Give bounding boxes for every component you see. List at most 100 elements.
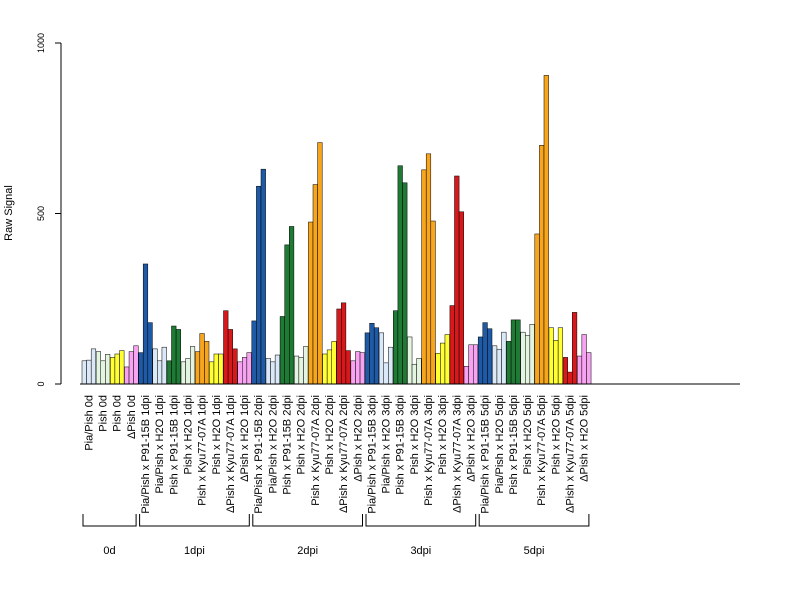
bar [322, 353, 328, 385]
bar [90, 348, 97, 385]
bar [194, 351, 201, 385]
x-tick-label: Pish x P91-15B 5dpi [508, 395, 520, 495]
bar [161, 346, 167, 385]
bar [421, 169, 427, 385]
bar [510, 319, 516, 385]
bar [567, 371, 573, 385]
bar [251, 320, 257, 385]
bar [265, 358, 271, 385]
x-tick-label: ΔPish x H2O 5dpi [579, 395, 591, 482]
bars [81, 75, 592, 385]
bar [331, 341, 337, 385]
bar [411, 363, 417, 385]
bar [383, 362, 389, 385]
bar [157, 360, 163, 385]
bar [529, 324, 535, 385]
x-tick-label: Pia/Pish x H2O 1dpi [154, 395, 166, 493]
x-tick-label: Pia/Pish x P91-15B 5dpi [480, 395, 492, 514]
bar [577, 355, 583, 385]
bar [449, 305, 455, 385]
x-tick-label: Pish 0d [112, 395, 124, 432]
bar [487, 328, 493, 385]
group-label: 2dpi [297, 545, 318, 557]
bar [444, 334, 450, 385]
bar [458, 211, 464, 385]
bar [114, 353, 120, 385]
y-tick-label: 0 [36, 381, 46, 386]
bar [543, 75, 549, 385]
y-tick-label: 1000 [36, 33, 46, 53]
bar [341, 302, 347, 385]
bar [180, 361, 186, 385]
bar [246, 352, 252, 385]
bar [133, 345, 139, 385]
x-tick-label: ΔPish 0d [126, 395, 138, 439]
bar [586, 352, 592, 385]
bar [496, 348, 502, 385]
x-tick-label: Pish x Kyu77-07A 5dpi [536, 395, 548, 506]
bar [260, 168, 266, 385]
bar [562, 357, 568, 385]
x-tick-label: Pish x H2O 5dpi [522, 395, 534, 474]
x-tick-label: Pish x P91-15B 3dpi [395, 395, 407, 495]
group-bracket [82, 514, 137, 527]
bar [124, 366, 130, 385]
bar [110, 357, 116, 385]
x-tick-label: ΔPish x Kyu77-07A 3dpi [451, 395, 463, 513]
x-tick-label: Pia/Pish 0d [83, 395, 95, 451]
bar [430, 220, 436, 385]
group-bracket [252, 514, 363, 527]
x-tick-label: Pish x Kyu77-07A 3dpi [423, 395, 435, 506]
bar [175, 329, 181, 385]
x-tick-label: ΔPish x H2O 1dpi [239, 395, 251, 482]
bar [440, 342, 446, 385]
bar [378, 332, 384, 385]
group-label: 3dpi [410, 545, 431, 557]
bar [525, 335, 531, 385]
y-tick-label: 500 [36, 206, 46, 221]
x-tick-label: ΔPish x Kyu77-07A 1dpi [225, 395, 237, 513]
bar [359, 352, 365, 385]
bar [256, 185, 262, 385]
bar [105, 354, 111, 385]
bar [482, 322, 488, 385]
x-tick-label: Pia/Pish x P91-15B 2dpi [253, 395, 265, 514]
x-tick-label: Pish x H2O 1dpi [211, 395, 223, 474]
bar [572, 312, 578, 385]
group-bracket [478, 514, 590, 527]
bar [232, 348, 238, 385]
bar [279, 316, 285, 385]
bar [95, 351, 102, 385]
bar [294, 355, 300, 385]
x-tick-label: Pish x H2O 3dpi [437, 395, 449, 474]
bar [100, 360, 106, 385]
bar [204, 341, 210, 385]
bar [185, 358, 191, 385]
bar [237, 361, 243, 385]
bar [539, 145, 545, 385]
bar [369, 323, 375, 385]
bar [373, 327, 380, 385]
x-tick-label: Pia/Pish x H2O 2dpi [267, 395, 279, 493]
bar [312, 184, 318, 385]
bar [289, 226, 295, 385]
bar [388, 346, 394, 385]
bar [303, 346, 309, 385]
bar [213, 353, 219, 385]
x-tick-label: Pish x H2O 2dpi [296, 395, 308, 474]
bar [209, 361, 215, 385]
x-tick-label: Pish x P91-15B 1dpi [168, 395, 180, 495]
bar [581, 334, 587, 385]
bar [119, 350, 125, 385]
bar [171, 325, 177, 385]
bar [336, 308, 342, 385]
bar [425, 153, 432, 385]
bar [473, 344, 479, 385]
group-brackets: 0d 1dpi 2dpi 3dpi 5dpi [82, 514, 590, 557]
x-tick-label: Pish x H2O 5dpi [550, 395, 562, 474]
x-tick-label: ΔPish x Kyu77-07A 5dpi [565, 395, 577, 513]
group-label: 0d [103, 545, 115, 557]
x-tick-label: Pish x Kyu77-07A 2dpi [310, 395, 322, 506]
bar [534, 233, 540, 385]
